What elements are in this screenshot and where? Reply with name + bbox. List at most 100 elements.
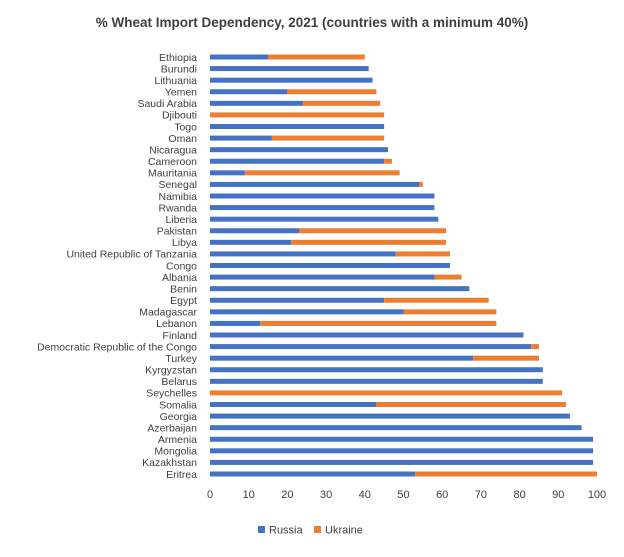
category-label-armenia: Armenia [158,434,197,446]
bar-russia-senegal [210,181,419,187]
bar-russia-oman [210,135,272,141]
bar-russia-nicaragua [210,147,389,153]
bar-russia-libya [210,239,292,245]
bar-ukraine-mauritania [244,170,400,176]
x-tick-label-30: 30 [320,489,332,501]
bar-russia-congo [210,263,450,268]
category-label-lebanon: Lebanon [156,318,197,330]
category-label-congo: Congo [166,260,197,272]
category-label-azerbaijan: Azerbaijan [147,422,197,434]
bar-russia-kyrgyzstan [210,367,543,373]
bar-ukraine-libya [291,239,447,245]
category-label-saudi-arabia: Saudi Arabia [137,98,197,110]
x-tick-label-70: 70 [475,489,487,501]
category-label-turkey: Turkey [165,353,197,365]
bar-ukraine-oman [271,135,385,141]
category-label-georgia: Georgia [160,411,198,423]
category-label-egypt: Egypt [170,295,197,307]
category-label-mongolia: Mongolia [154,446,197,458]
bar-ukraine-seychelles [210,390,563,396]
category-label-seychelles: Seychelles [146,388,197,400]
bar-russia-lithuania [210,77,373,83]
x-tick-label-90: 90 [552,489,564,501]
category-label-nicaragua: Nicaragua [149,144,197,156]
category-label-liberia: Liberia [165,214,197,226]
category-label-namibia: Namibia [158,191,197,203]
category-label-cameroon: Cameroon [148,156,197,168]
bar-russia-togo [210,124,385,129]
legend-label-ukraine: Ukraine [325,525,363,537]
bar-ukraine-democratic-republic-of-the-congo [531,344,539,350]
bar-ukraine-eritrea [415,471,597,477]
category-label-yemen: Yemen [165,87,197,99]
legend-swatch-ukraine [314,526,321,533]
x-tick-label-60: 60 [436,489,448,501]
bar-russia-armenia [210,436,594,442]
bar-ukraine-united-republic-of-tanzania [395,251,450,257]
bar-ukraine-cameroon [384,158,392,164]
bar-russia-united-republic-of-tanzania [210,251,396,257]
chart-title: % Wheat Import Dependency, 2021 (countri… [96,15,529,30]
x-tick-label-0: 0 [207,489,213,501]
bar-russia-madagascar [210,309,404,315]
bar-ukraine-somalia [376,402,567,407]
bar-ukraine-senegal [418,181,423,187]
bar-russia-burundi [210,66,369,72]
category-label-lithuania: Lithuania [154,75,197,87]
category-label-belarus: Belarus [161,376,197,388]
bar-russia-benin [210,286,470,292]
bar-ukraine-yemen [287,89,377,95]
bar-ukraine-djibouti [210,112,385,118]
category-label-oman: Oman [168,133,197,145]
bar-ukraine-albania [434,274,462,280]
bar-russia-lebanon [210,320,261,326]
bar-ukraine-ethiopia [268,54,365,60]
category-label-senegal: Senegal [158,179,197,191]
bar-russia-albania [210,274,435,280]
legend: Russia Ukraine [258,525,363,537]
category-label-rwanda: Rwanda [158,202,197,214]
bar-russia-namibia [210,193,435,199]
bar-russia-azerbaijan [210,425,582,431]
bar-russia-pakistan [210,228,300,234]
category-label-mauritania: Mauritania [148,168,197,180]
bar-russia-democratic-republic-of-the-congo [210,344,532,350]
x-tick-label-100: 100 [588,489,606,501]
bar-russia-yemen [210,89,288,95]
bar-russia-mauritania [210,170,245,176]
category-label-albania: Albania [162,272,197,284]
category-label-finland: Finland [163,330,198,342]
bar-russia-rwanda [210,205,435,211]
bar-ukraine-lebanon [260,320,497,326]
x-tick-label-50: 50 [397,489,409,501]
category-label-burundi: Burundi [161,63,197,75]
category-label-kazakhstan: Kazakhstan [142,457,197,469]
category-label-united-republic-of-tanzania: United Republic of Tanzania [66,249,197,261]
legend-swatch-russia [258,526,265,533]
bar-russia-mongolia [210,448,594,454]
category-label-ethiopia: Ethiopia [159,52,197,64]
bar-russia-saudi-arabia [210,100,303,106]
bar-russia-eritrea [210,471,416,477]
bar-russia-finland [210,332,524,338]
category-label-djibouti: Djibouti [162,110,197,122]
bar-ukraine-pakistan [299,228,447,234]
bar-ukraine-turkey [473,355,539,361]
bar-russia-kazakhstan [210,459,594,465]
category-label-democratic-republic-of-the-congo: Democratic Republic of the Congo [37,341,197,353]
category-label-somalia: Somalia [159,399,197,411]
x-tick-label-40: 40 [359,489,371,501]
bar-russia-turkey [210,355,474,361]
bar-russia-belarus [210,378,543,384]
legend-label-russia: Russia [269,525,304,537]
category-label-madagascar: Madagascar [139,307,197,319]
category-label-togo: Togo [174,121,197,133]
bar-russia-liberia [210,216,439,222]
bar-russia-somalia [210,402,377,407]
x-axis: 0 10 20 30 40 50 60 70 80 90 100 [207,489,606,501]
category-label-benin: Benin [170,283,197,295]
category-label-eritrea: Eritrea [166,469,197,481]
